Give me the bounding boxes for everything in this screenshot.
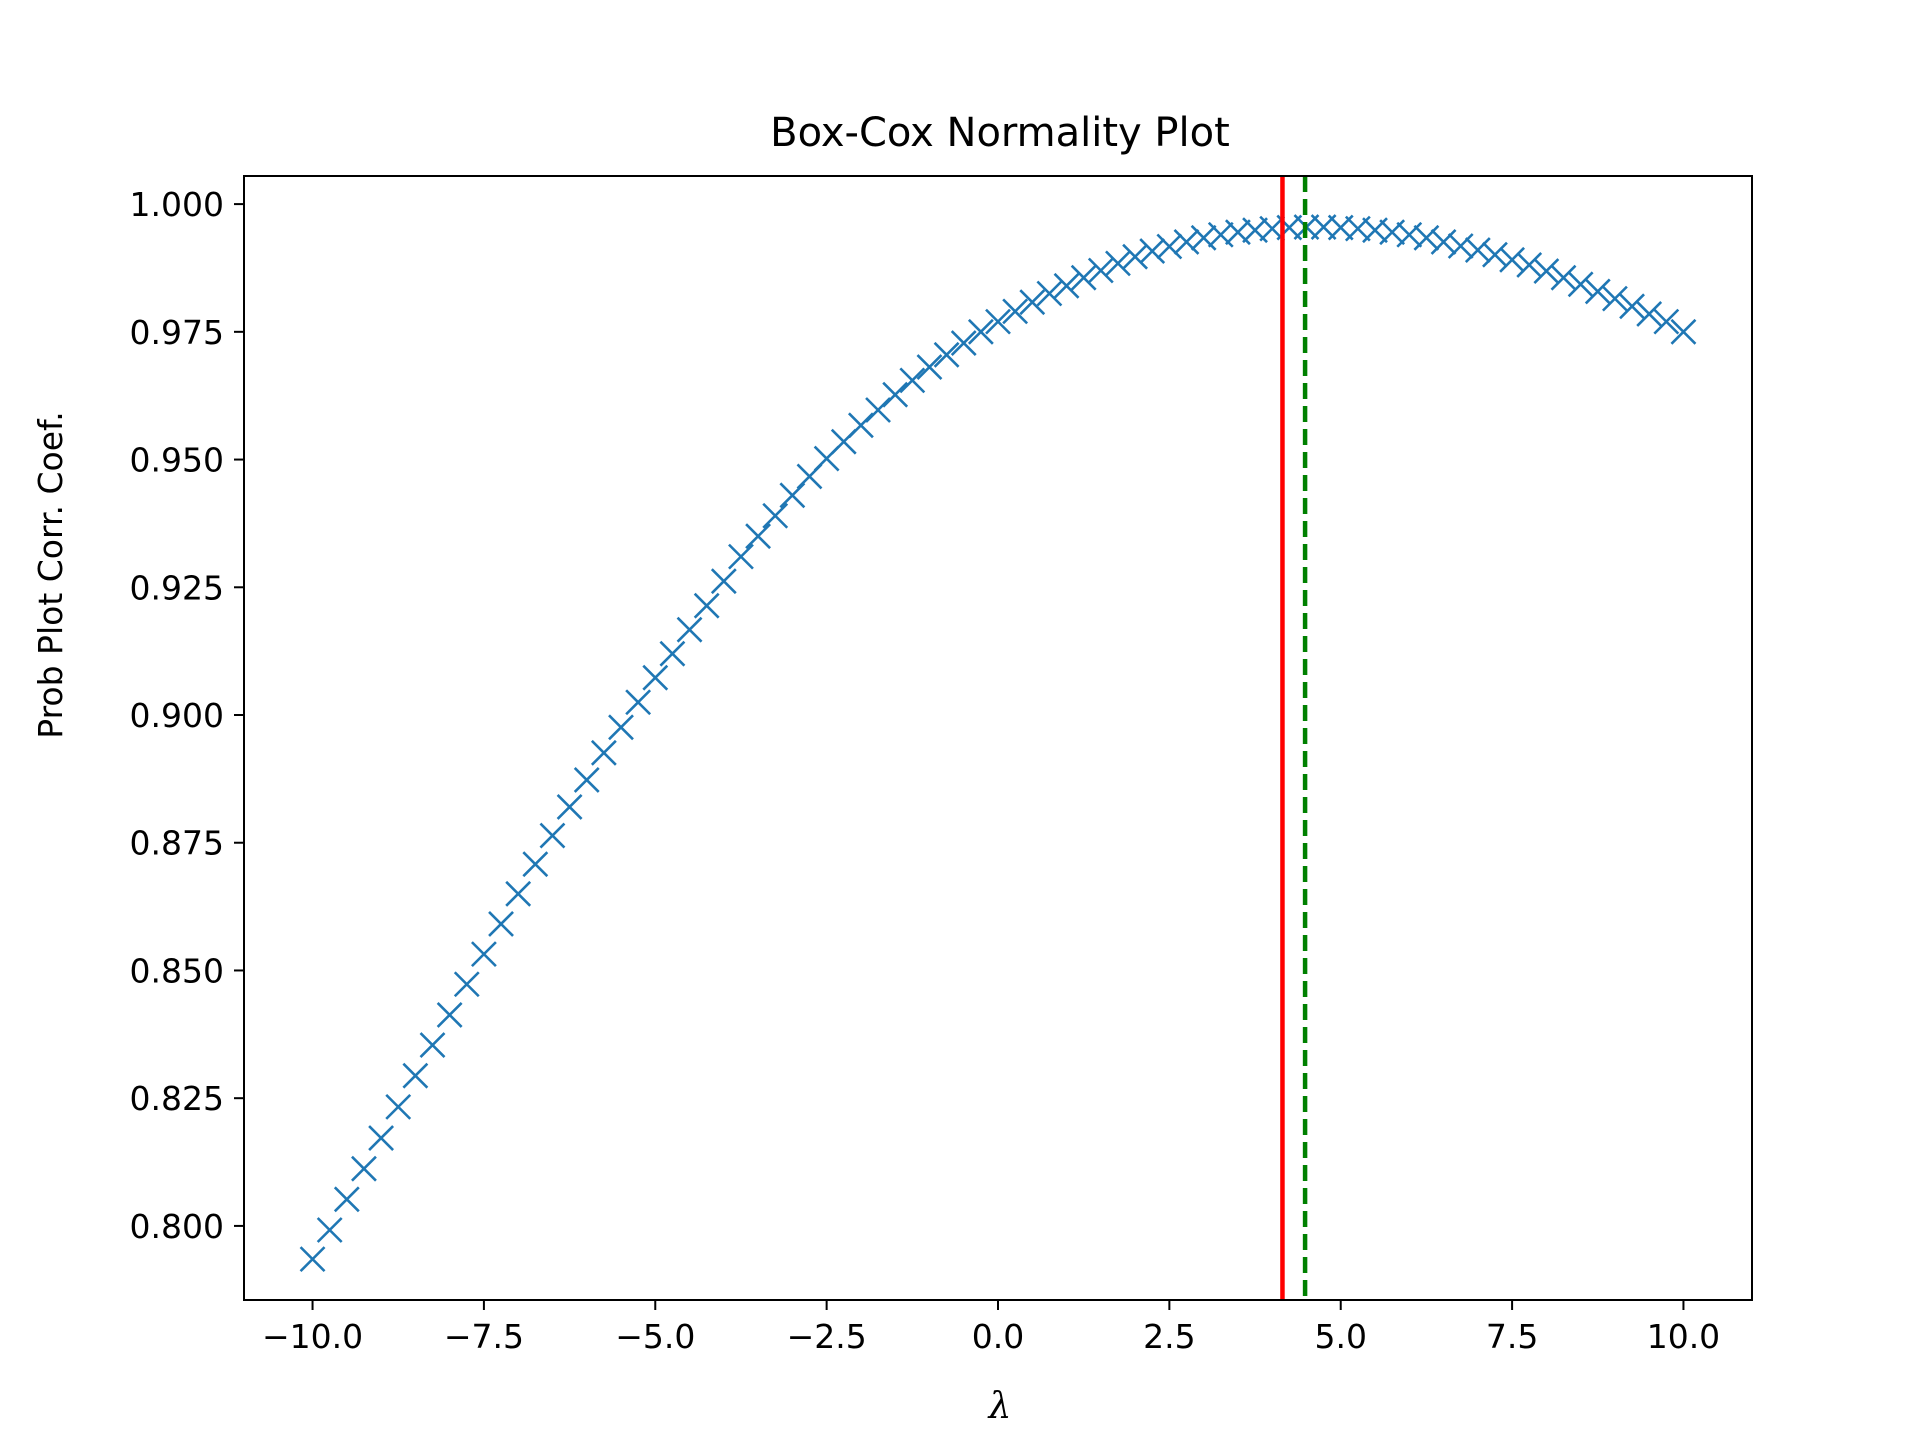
y-tick-label: 0.900 [130,696,224,735]
data-point [676,616,703,643]
y-tick-label: 0.875 [130,824,224,863]
data-point [967,318,994,345]
data-point [453,971,480,998]
series-markers [299,214,1697,1273]
data-point [762,502,789,529]
x-tick-label: −5.0 [615,1317,695,1356]
data-point [882,381,909,408]
data-point [1019,289,1046,316]
data-point [385,1093,412,1120]
data-point [1653,308,1680,335]
x-tick-label: −7.5 [444,1317,524,1356]
data-point [351,1155,377,1182]
plot-frame [243,175,1753,1301]
y-axis-title: Prob Plot Corr. Coef. [31,411,70,738]
data-point [1482,241,1508,268]
data-point [1122,243,1149,270]
y-tick-label: 1.000 [130,185,224,224]
data-point [1413,224,1440,251]
data-point [1567,271,1594,298]
y-tick-label: 0.950 [130,441,224,480]
x-tick-label: 5.0 [1314,1317,1366,1356]
data-point [316,1217,343,1243]
data-point [1601,285,1628,312]
data-point [488,911,514,937]
data-point [368,1125,395,1151]
data-point [1516,251,1543,278]
y-tick-label: 0.925 [130,568,224,607]
data-point [299,1246,326,1273]
data-point [1139,238,1166,265]
data-point [745,523,772,550]
data-point [710,568,737,595]
data-point [1087,257,1114,284]
data-point [1070,264,1097,291]
data-point [470,941,497,968]
data-point [950,330,977,356]
data-point [436,1001,463,1028]
plot-area [299,176,1697,1300]
data-point [1447,233,1474,259]
data-point [590,739,617,766]
data-point [573,766,600,793]
data-point [916,354,943,380]
data-point [608,714,634,741]
x-tick-label: −10.0 [262,1317,363,1356]
x-tick-label: 2.5 [1143,1317,1195,1356]
data-point [1207,221,1234,248]
data-point [1636,301,1663,327]
data-point [1533,258,1560,284]
x-tick-label: 10.0 [1647,1317,1720,1356]
data-point [505,880,532,907]
data-point [728,543,754,570]
x-tick-label: −2.5 [787,1317,867,1356]
data-point [1156,233,1183,260]
data-point [1379,219,1406,246]
x-tick-label: 7.5 [1486,1317,1538,1356]
x-axis-title: λ [987,1386,1012,1427]
data-point [1670,318,1697,345]
y-tick-label: 0.800 [130,1207,224,1246]
y-tick-label: 0.825 [130,1079,224,1118]
data-point [1396,221,1423,248]
data-point [659,640,686,667]
data-point [899,367,926,394]
data-point [625,689,652,716]
data-point [1550,264,1577,291]
y-tick-label: 0.850 [130,951,224,990]
data-point [1430,228,1457,255]
data-point [419,1032,446,1058]
data-point [402,1062,429,1089]
data-point [1190,224,1217,251]
data-point [933,341,960,368]
data-point [1036,280,1063,307]
data-point [1173,228,1200,255]
data-point [1464,237,1491,264]
data-point [642,664,669,691]
data-point [1584,278,1611,305]
data-point [1499,246,1526,273]
chart-title: Box-Cox Normality Plot [770,110,1230,156]
data-point [985,308,1011,335]
data-point [693,592,720,619]
data-point [1619,293,1645,320]
data-layer [299,176,1697,1300]
data-point [1105,250,1131,277]
x-tick-label: 0.0 [972,1317,1024,1356]
data-point [1053,272,1080,299]
data-point [522,851,549,878]
axes: −10.0 −7.5 −5.0 −2.5 0.0 2.5 5.0 7.5 10.0 0.800 0.… [130,175,1753,1356]
data-point [556,794,583,820]
y-tick-label: 0.975 [130,313,224,352]
data-point [1002,298,1029,325]
data-point [539,822,566,849]
data-point [333,1186,360,1213]
